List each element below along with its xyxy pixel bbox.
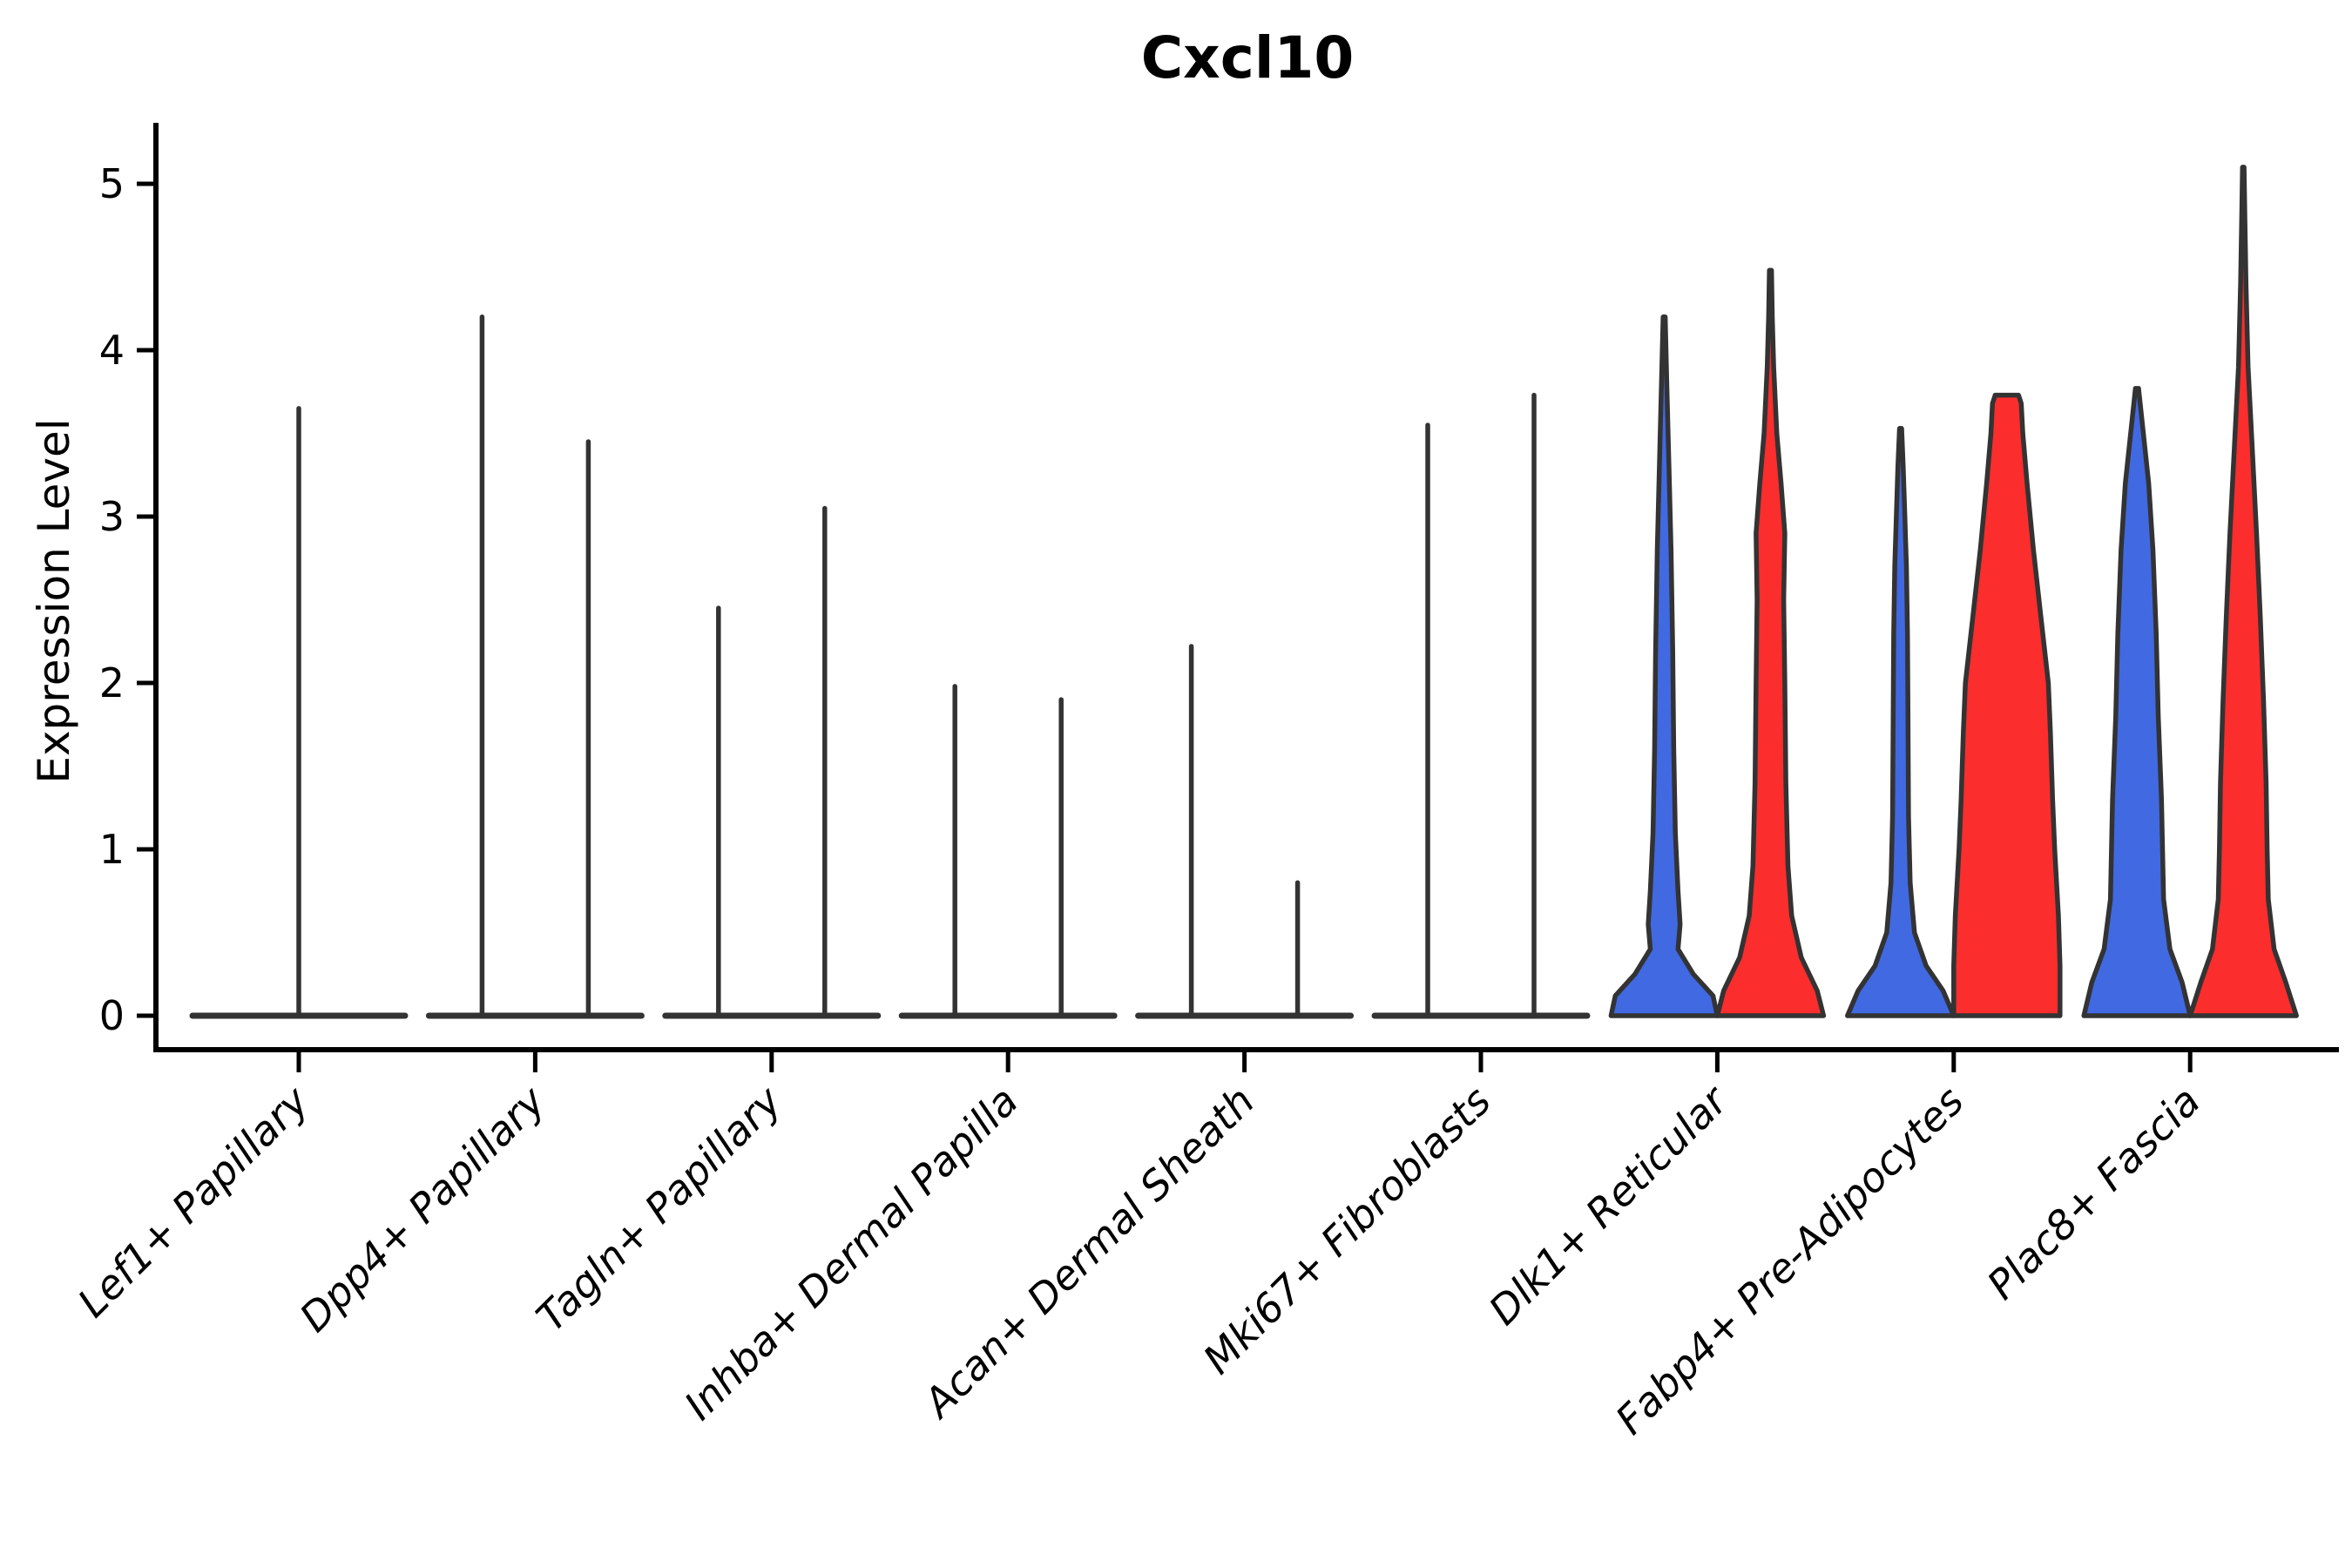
violin-red-4 bbox=[1241, 880, 1355, 1019]
violin-red-5 bbox=[1477, 392, 1591, 1019]
violin-red-2 bbox=[768, 505, 882, 1019]
violin-red-6 bbox=[1714, 267, 1827, 1018]
y-tick-label: 2 bbox=[99, 659, 125, 706]
chart-title: Cxcl10 bbox=[1140, 24, 1355, 91]
violin-body bbox=[1951, 392, 2063, 1018]
violin-blue-3 bbox=[898, 684, 1011, 1019]
y-tick-label: 0 bbox=[99, 992, 125, 1039]
violin-red-7 bbox=[1951, 392, 2063, 1018]
y-tick-label: 5 bbox=[99, 160, 125, 207]
violin-blue-7 bbox=[1845, 426, 1957, 1018]
violin-blue-6 bbox=[1608, 314, 1720, 1018]
violin-blue-8 bbox=[2081, 386, 2193, 1018]
violin-body bbox=[1845, 426, 1957, 1018]
violin-body bbox=[1714, 267, 1827, 1018]
y-tick-label: 1 bbox=[99, 826, 125, 873]
violin-blue-4 bbox=[1135, 644, 1248, 1019]
violin-body bbox=[2081, 386, 2193, 1018]
y-tick-label: 4 bbox=[99, 327, 125, 374]
x-tick-label: Lef1+ Papillary bbox=[69, 1077, 318, 1326]
x-tick-label: Dpp4+ Papillary bbox=[291, 1077, 555, 1341]
x-tick-label: Tagln+ Papillary bbox=[527, 1077, 791, 1341]
violin-blue-5 bbox=[1371, 422, 1484, 1019]
violin-blue-2 bbox=[662, 605, 775, 1019]
violin-red-3 bbox=[1004, 697, 1118, 1019]
y-tick-label: 3 bbox=[99, 493, 125, 540]
x-tick-label: Dlk1+ Reticular bbox=[1480, 1075, 1739, 1334]
x-tick-label: Plac8+ Fascia bbox=[1978, 1078, 2209, 1308]
violin-body bbox=[1608, 314, 1720, 1018]
violin-blue-1 bbox=[425, 314, 538, 1019]
violin-red-1 bbox=[531, 439, 645, 1019]
violin-blue-0 bbox=[189, 406, 409, 1019]
violin-body bbox=[2187, 165, 2299, 1018]
violin-red-8 bbox=[2187, 165, 2299, 1018]
